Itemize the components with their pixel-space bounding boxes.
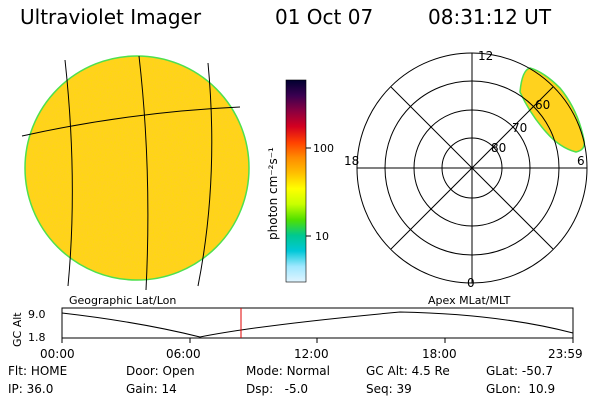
altitude-x-tick: 00:00 [40, 347, 75, 361]
polar-grid [356, 52, 588, 284]
altitude-x-tick: 06:00 [166, 347, 201, 361]
geographic-image [21, 55, 250, 291]
mlt-label: 18 [344, 154, 359, 168]
colorbar-tick-label: 100 [313, 142, 334, 155]
meridian-line [197, 62, 213, 287]
parallel-line [21, 106, 241, 137]
glon-status: GLon: 10.9 [486, 382, 556, 396]
disk-limb [24, 55, 250, 281]
altitude-plot: GC Alt 9.0 1.8 00:00 06:00 12:00 18:00 2… [11, 307, 583, 361]
observation-date: 01 Oct 07 [275, 5, 374, 29]
mlt-label: 12 [478, 49, 493, 63]
meridian-line [64, 59, 73, 287]
mode-status: Mode: Normal [246, 364, 330, 378]
mlt-line [390, 86, 554, 250]
flight-status: Flt: HOME [8, 364, 68, 378]
instrument-title: Ultraviolet Imager [20, 5, 202, 29]
emission-speckle [25, 56, 249, 280]
colorbar-tick-label: 10 [315, 230, 329, 243]
gc-altitude-status: GC Alt: 4.5 Re [366, 364, 450, 378]
mlat-label: 80 [491, 141, 506, 155]
door-status: Door: Open [126, 364, 195, 378]
altitude-x-ticks [61, 338, 574, 343]
mlat-label: 70 [512, 121, 527, 135]
mlt-label: 6 [577, 154, 585, 168]
mlt-label: 0 [467, 276, 475, 290]
colorbar-unit-label: photon cm⁻²s⁻¹ [266, 147, 280, 240]
meridian-line [138, 55, 149, 291]
altitude-plot-frame [61, 307, 574, 339]
color-bar: 100 10 photon cm⁻²s⁻¹ [266, 79, 334, 283]
seq-status: Seq: 39 [366, 382, 412, 396]
polar-panel-caption: Apex MLat/MLT [428, 294, 511, 307]
altitude-axis-label: GC Alt [11, 312, 24, 347]
gain-status: Gain: 14 [126, 382, 177, 396]
altitude-x-tick: 23:59 [548, 347, 583, 361]
altitude-y-tick: 9.0 [28, 308, 46, 321]
mlat-label: 60 [535, 98, 550, 112]
altitude-y-tick: 1.8 [28, 331, 46, 344]
dsp-status: Dsp: -5.0 [246, 382, 309, 396]
altitude-x-tick: 18:00 [422, 347, 457, 361]
color-scale [285, 79, 307, 283]
observation-time: 08:31:12 UT [428, 5, 552, 29]
geo-panel-caption: Geographic Lat/Lon [69, 294, 176, 307]
altitude-x-tick: 12:00 [294, 347, 329, 361]
polar-plot: 12 18 6 0 60 70 80 [344, 49, 588, 290]
ip-status: IP: 36.0 [8, 382, 54, 396]
lat-lon-grid [21, 55, 241, 291]
altitude-curve [61, 311, 574, 338]
glat-status: GLat: -50.7 [486, 364, 553, 378]
polar-labels: 12 18 6 0 60 70 80 [344, 49, 585, 290]
